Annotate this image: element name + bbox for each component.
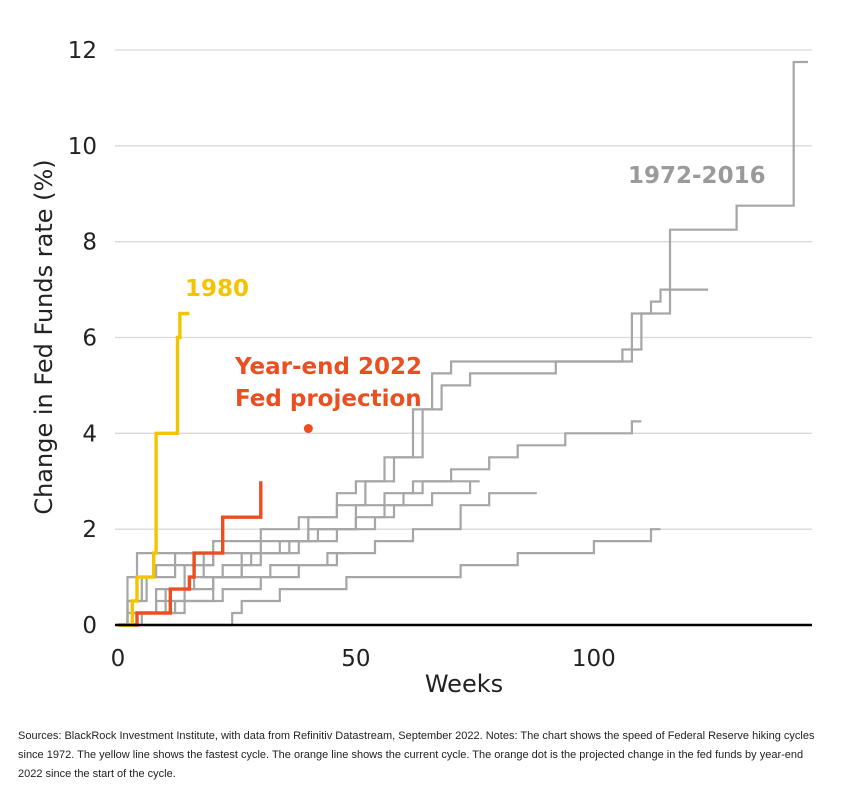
series-line-current (118, 481, 263, 627)
x-axis-label: Weeks (425, 670, 503, 698)
label-projection-line1: Year-end 2022 (234, 354, 422, 380)
x-tick-label: 100 (572, 646, 616, 672)
y-tick-label: 12 (68, 38, 97, 64)
label-projection-line2: Fed projection (235, 386, 422, 412)
tick-labels: 0 2 4 6 8 10 12 0 50 100 (68, 38, 616, 672)
series-line-cycle-1980 (118, 311, 190, 627)
series-line-historical (118, 480, 480, 627)
y-axis-label: Change in Fed Funds rate (%) (30, 159, 58, 514)
y-tick-label: 6 (82, 326, 97, 352)
series-lines (118, 60, 808, 627)
label-1980: 1980 (185, 276, 249, 302)
y-tick-label: 8 (82, 230, 97, 256)
y-tick-label: 0 (82, 613, 97, 639)
gridlines (115, 49, 812, 530)
x-tick-label: 0 (111, 646, 126, 672)
series-line-historical (118, 480, 471, 627)
series-line-historical (118, 420, 642, 627)
series-line-historical (118, 528, 661, 627)
fed-hiking-cycles-chart: 0 2 4 6 8 10 12 0 50 100 Weeks Change in Fed Fund… (30, 38, 812, 698)
projection-dot (303, 424, 313, 434)
sources-note: Sources: BlackRock Investment Institute,… (18, 730, 815, 780)
y-tick-label: 10 (68, 134, 97, 160)
y-tick-label: 4 (82, 421, 97, 447)
y-tick-label: 2 (82, 517, 97, 543)
x-tick-label: 50 (341, 646, 370, 672)
series-line-historical (118, 288, 709, 627)
label-1972-2016: 1972-2016 (628, 163, 766, 189)
